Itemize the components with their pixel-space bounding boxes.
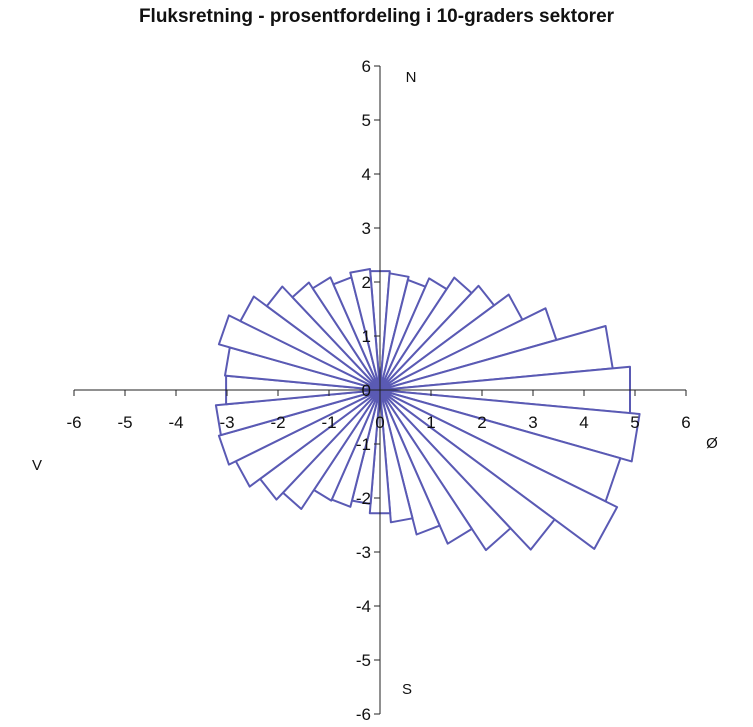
rose-sector-350 [349, 268, 381, 391]
x-tick-label: 6 [681, 413, 690, 432]
x-tick-label: -3 [219, 413, 234, 432]
west-label: V [32, 457, 42, 474]
x-tick-label: 4 [579, 413, 588, 432]
y-tick-label: -1 [356, 435, 371, 454]
x-tick-label: 2 [477, 413, 486, 432]
sectors-layer [214, 268, 641, 552]
chart-title: Fluksretning - prosentfordeling i 10-gra… [138, 6, 615, 27]
north-label: N [406, 69, 417, 86]
x-tick-label: -4 [168, 413, 183, 432]
y-tick-label: -6 [356, 705, 371, 724]
y-tick-label: -4 [356, 597, 371, 616]
y-tick-label: 1 [362, 327, 371, 346]
y-tick-label: 6 [362, 57, 371, 76]
y-tick-label: -3 [356, 543, 371, 562]
y-tick-label: 3 [362, 219, 371, 238]
y-tick-label: -2 [356, 489, 371, 508]
y-tick-label: 4 [362, 165, 371, 184]
x-tick-label: -5 [117, 413, 132, 432]
x-tick-label: -6 [66, 413, 81, 432]
x-tick-label: -1 [321, 413, 336, 432]
x-tick-label: 3 [528, 413, 537, 432]
x-tick-label: 1 [426, 413, 435, 432]
x-tick-label: -2 [270, 413, 285, 432]
south-label: S [402, 681, 412, 698]
x-tick-label: 5 [630, 413, 639, 432]
x-tick-label: 0 [375, 413, 384, 432]
y-tick-label: -5 [356, 651, 371, 670]
east-label: Ø [706, 435, 718, 452]
y-tick-label: 5 [362, 111, 371, 130]
axes-layer [73, 65, 687, 715]
y-tick-label: 0 [362, 381, 371, 400]
y-tick-label: 2 [362, 273, 371, 292]
direction-labels: N S Ø V [32, 69, 718, 698]
